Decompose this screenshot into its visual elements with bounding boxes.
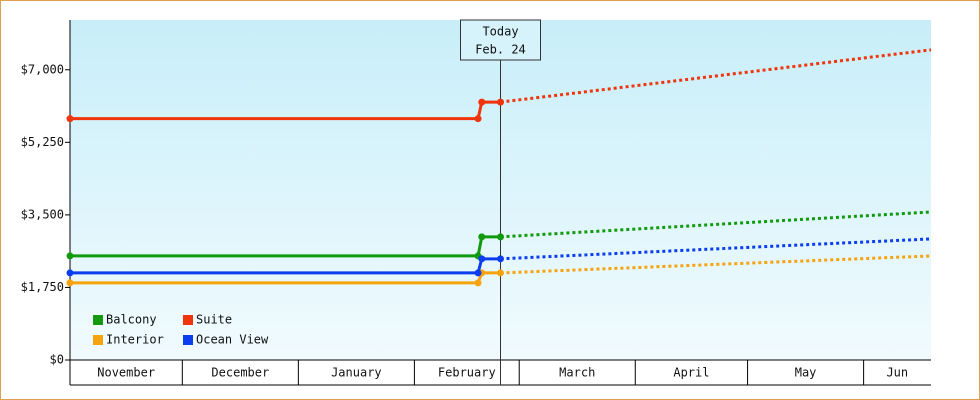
point — [497, 269, 504, 277]
x-tick-label: March — [559, 366, 595, 380]
point — [478, 233, 486, 241]
legend-label: Interior — [106, 333, 164, 347]
series-line — [70, 235, 501, 258]
y-tick-label: $7,000 — [21, 62, 64, 76]
point — [474, 115, 482, 123]
point — [474, 279, 482, 287]
legend-label: Balcony — [106, 313, 157, 327]
series-line — [70, 271, 501, 285]
point — [497, 233, 504, 241]
y-tick-label: $0 — [50, 353, 64, 367]
today-date: Feb. 24 — [475, 43, 526, 57]
series-line — [70, 100, 501, 121]
point — [478, 255, 486, 263]
x-tick-label: April — [673, 366, 709, 380]
point — [497, 255, 504, 263]
legend-label: Suite — [196, 313, 232, 327]
legend-swatch — [183, 335, 193, 345]
x-tick-label: Jun — [886, 366, 908, 380]
y-tick-label: $5,250 — [21, 135, 64, 149]
y-tick-label: $1,750 — [21, 280, 64, 294]
point — [66, 115, 74, 123]
today-label: Today — [482, 25, 518, 39]
point — [66, 269, 74, 277]
y-tick-label: $3,500 — [21, 207, 64, 221]
legend-label: Ocean View — [196, 333, 269, 347]
point — [66, 279, 74, 287]
x-tick-label: November — [97, 366, 155, 380]
legend-swatch — [93, 335, 103, 345]
x-tick-label: December — [211, 366, 269, 380]
today-box — [460, 19, 541, 61]
legend-swatch — [93, 315, 103, 325]
legend-swatch — [183, 315, 193, 325]
series-line — [70, 257, 501, 275]
x-tick-label: February — [438, 366, 496, 380]
x-tick-label: May — [795, 366, 817, 380]
forecast-line — [500, 48, 932, 104]
x-tick-label: January — [331, 366, 382, 380]
point — [474, 269, 482, 277]
point — [66, 252, 74, 260]
point — [497, 98, 504, 106]
point — [478, 98, 486, 106]
